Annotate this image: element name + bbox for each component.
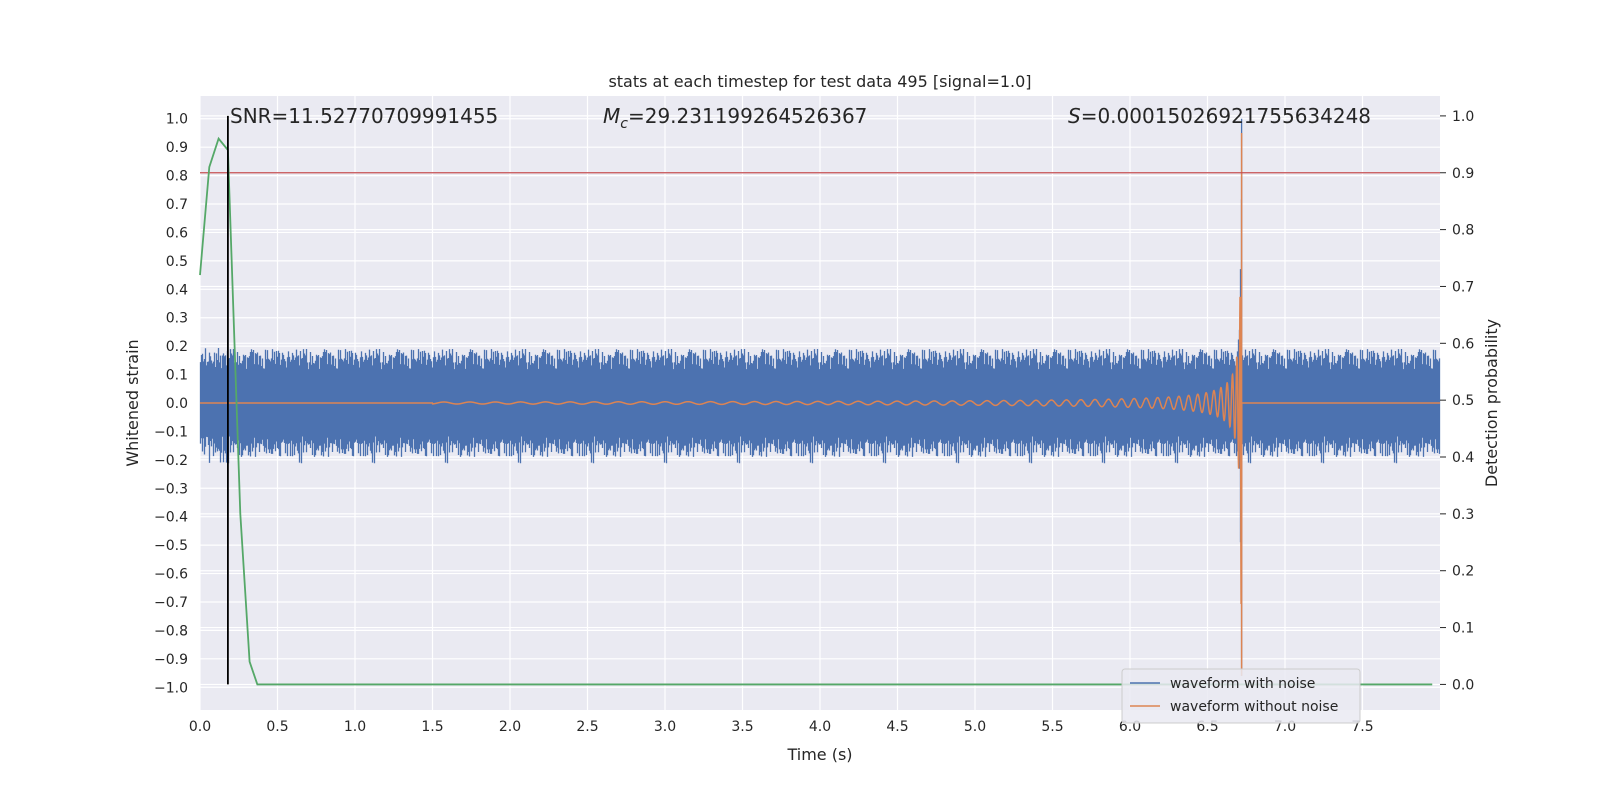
x-tick-label: 4.5 [886, 719, 908, 735]
series-layer [199, 115, 1441, 686]
y-tick-label-left: 0.2 [166, 339, 188, 355]
y-tick-label-left: 0.6 [166, 225, 188, 241]
x-tick-label: 2.0 [499, 719, 521, 735]
s-annotation: S=0.00015026921755634248 [1068, 104, 1371, 128]
y-tick-label-right: 0.3 [1452, 507, 1474, 523]
y-tick-label-right: 0.9 [1452, 166, 1474, 182]
y-tick-label-left: −0.9 [154, 652, 188, 668]
y-tick-label-left: 0.0 [166, 396, 188, 412]
y-tick-label-left: 0.9 [166, 140, 188, 156]
snr-annotation: SNR=11.52770709991455 [230, 104, 498, 128]
y-tick-label-right: 0.1 [1452, 621, 1474, 637]
x-tick-label: 1.5 [421, 719, 443, 735]
y-tick-label-right: 0.4 [1452, 450, 1474, 466]
x-tick-label: 1.0 [344, 719, 366, 735]
y-tick-label-left: −0.7 [154, 595, 188, 611]
chirp-mass-symbol: M [603, 104, 620, 128]
y-tick-label-right: 0.6 [1452, 336, 1474, 352]
y-tick-label-left: 0.1 [166, 368, 188, 384]
y-tick-label-left: 0.4 [166, 282, 188, 298]
x-axis-label: Time (s) [786, 745, 852, 764]
y-tick-label-left: −0.5 [154, 538, 188, 554]
y-tick-label-left: 1.0 [166, 112, 188, 128]
y-tick-label-left: −0.3 [154, 481, 188, 497]
legend-label-clean: waveform without noise [1170, 699, 1338, 715]
chirp-mass-subscript: c [620, 116, 628, 132]
y-axis-label-right: Detection probability [1482, 319, 1501, 487]
y-tick-label-left: 0.7 [166, 197, 188, 213]
y-tick-label-right: 0.2 [1452, 564, 1474, 580]
y-tick-label-right: 1.0 [1452, 109, 1474, 125]
chirp-mass-value: =29.231199264526367 [628, 104, 867, 128]
x-tick-label: 0.0 [189, 719, 211, 735]
x-tick-label: 2.5 [576, 719, 598, 735]
y-tick-label-left: 0.8 [166, 169, 188, 185]
y-tick-label-left: 0.3 [166, 311, 188, 327]
x-tick-label: 5.5 [1041, 719, 1063, 735]
x-tick-label: 3.0 [654, 719, 676, 735]
s-symbol: S [1068, 104, 1081, 128]
chart-title: stats at each timestep for test data 495… [608, 72, 1031, 91]
series-detection-probability [199, 136, 1433, 686]
x-tick-label: 3.5 [731, 719, 753, 735]
y-tick-label-left: −0.8 [154, 623, 188, 639]
s-value: =0.00015026921755634248 [1081, 104, 1371, 128]
x-tick-label: 4.0 [809, 719, 831, 735]
tick-layer: 0.0 0.5 1.0 1.5 2.0 2.5 3.0 3.5 4.0 4.5 5.0 5.5 6.0 6… [154, 109, 1474, 735]
y-tick-label-right: 0.5 [1452, 393, 1474, 409]
legend: waveform with noise waveform without noi… [1121, 668, 1361, 724]
y-tick-label-left: 0.5 [166, 254, 188, 270]
y-tick-label-right: 0.8 [1452, 223, 1474, 239]
y-tick-label-left: −0.2 [154, 453, 188, 469]
y-tick-label-left: −0.6 [154, 567, 188, 583]
x-tick-label: 0.5 [266, 719, 288, 735]
y-tick-label-right: 0.0 [1452, 677, 1474, 693]
y-tick-label-right: 0.7 [1452, 279, 1474, 295]
y-tick-label-left: −0.1 [154, 424, 188, 440]
chirp-mass-annotation: Mc=29.231199264526367 [603, 104, 867, 132]
x-tick-label: 5.0 [964, 719, 986, 735]
y-tick-label-left: −0.4 [154, 510, 188, 526]
legend-box [1121, 668, 1361, 724]
y-tick-label-left: −1.0 [154, 680, 188, 696]
y-axis-label-left: Whitened strain [123, 339, 142, 466]
series-waveform-without-noise [200, 132, 1440, 676]
legend-label-noisy: waveform with noise [1170, 676, 1315, 692]
